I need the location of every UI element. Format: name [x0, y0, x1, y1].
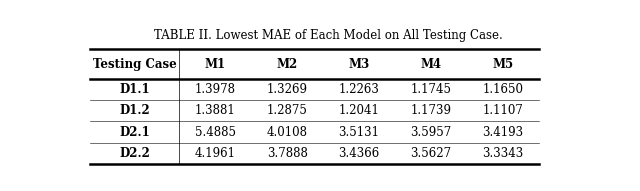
Text: M2: M2	[276, 58, 298, 71]
Text: 1.1650: 1.1650	[483, 83, 524, 96]
Text: 3.3343: 3.3343	[482, 147, 524, 160]
Text: Testing Case: Testing Case	[93, 58, 177, 71]
Text: 3.5957: 3.5957	[410, 126, 452, 139]
Text: 3.4193: 3.4193	[483, 126, 524, 139]
Text: M5: M5	[492, 58, 513, 71]
Text: 3.7888: 3.7888	[267, 147, 307, 160]
Text: 3.4366: 3.4366	[339, 147, 380, 160]
Text: 1.3269: 1.3269	[267, 83, 308, 96]
Text: 1.1745: 1.1745	[410, 83, 451, 96]
Text: 5.4885: 5.4885	[195, 126, 236, 139]
Text: 1.3881: 1.3881	[195, 104, 236, 117]
Text: TABLE II. Lowest MAE of Each Model on All Testing Case.: TABLE II. Lowest MAE of Each Model on Al…	[154, 29, 502, 42]
Text: M4: M4	[420, 58, 442, 71]
Text: 4.1961: 4.1961	[195, 147, 236, 160]
Text: 1.2041: 1.2041	[339, 104, 380, 117]
Text: 1.3978: 1.3978	[195, 83, 236, 96]
Text: 1.2263: 1.2263	[339, 83, 380, 96]
Text: 1.1107: 1.1107	[483, 104, 524, 117]
Text: 4.0108: 4.0108	[267, 126, 308, 139]
Text: M3: M3	[348, 58, 370, 71]
Text: D2.2: D2.2	[119, 147, 150, 160]
Text: D1.2: D1.2	[119, 104, 150, 117]
Text: D1.1: D1.1	[119, 83, 150, 96]
Text: 1.1739: 1.1739	[410, 104, 451, 117]
Text: M1: M1	[205, 58, 226, 71]
Text: 3.5627: 3.5627	[410, 147, 451, 160]
Text: D2.1: D2.1	[119, 126, 150, 139]
Text: 3.5131: 3.5131	[339, 126, 380, 139]
Text: 1.2875: 1.2875	[267, 104, 307, 117]
